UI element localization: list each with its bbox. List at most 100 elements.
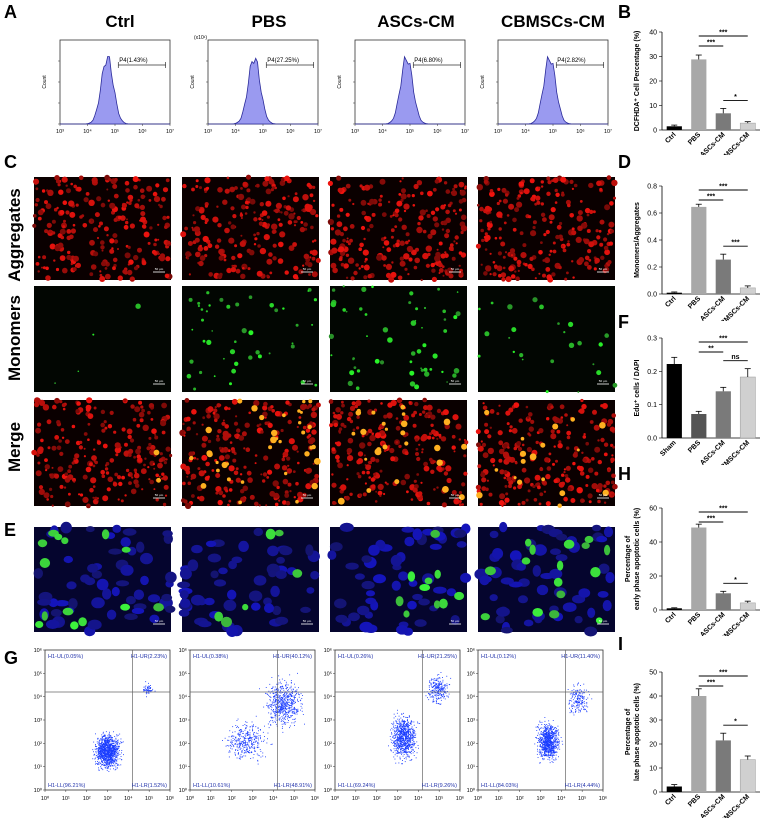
dapi-nucleus <box>37 598 51 606</box>
event-dot <box>280 686 282 687</box>
cell-spot <box>127 263 131 266</box>
event-dot <box>253 724 254 726</box>
cell-spot <box>212 216 219 223</box>
event-dot <box>241 750 242 752</box>
event-dot <box>105 757 107 759</box>
monomer-spot <box>512 350 515 354</box>
event-dot <box>101 742 103 744</box>
event-dot <box>289 699 291 701</box>
dapi-nucleus <box>536 584 549 596</box>
event-dot <box>117 748 119 750</box>
dapi-nucleus <box>149 614 160 623</box>
cell-spot <box>610 480 615 485</box>
event-dot <box>411 749 413 751</box>
panel-letter-f: F <box>618 312 629 332</box>
event-dot <box>404 733 406 735</box>
scale-bar-label: 50 μm <box>303 267 312 271</box>
cell-spot <box>567 203 571 208</box>
dapi-nucleus <box>87 619 102 630</box>
event-dot <box>148 685 150 687</box>
cell-spot <box>204 218 209 223</box>
cell-spot <box>337 462 343 469</box>
cell-spot <box>522 243 527 248</box>
cell-spot <box>182 183 187 189</box>
event-dot <box>116 748 118 749</box>
event-dot <box>410 724 412 725</box>
event-dot <box>390 749 392 751</box>
monomer-spot <box>255 350 260 355</box>
monomer-spot <box>371 285 374 289</box>
cell-spot <box>540 202 544 206</box>
cell-spot <box>416 473 420 476</box>
event-dot <box>104 750 106 751</box>
event-dot <box>114 753 115 754</box>
cell-spot <box>411 249 417 256</box>
monomer-spot <box>442 309 447 314</box>
event-dot <box>407 751 408 753</box>
cell-spot <box>221 255 225 259</box>
event-dot <box>98 750 100 752</box>
cell-spot <box>198 470 205 477</box>
event-dot <box>109 735 111 737</box>
cell-spot <box>426 214 431 218</box>
event-dot <box>288 715 289 717</box>
cell-spot <box>416 180 423 186</box>
cell-spot <box>456 494 459 497</box>
cell-spot <box>528 426 534 432</box>
event-dot <box>118 747 120 749</box>
event-dot <box>246 749 248 751</box>
cell-spot <box>126 218 128 221</box>
cell-spot <box>83 447 86 450</box>
event-dot <box>291 703 293 705</box>
event-dot <box>268 690 270 692</box>
cell-spot <box>573 183 578 188</box>
merge-spot <box>226 477 231 482</box>
cell-spot <box>487 447 494 455</box>
cell-spot <box>216 238 222 243</box>
cell-spot <box>282 455 285 458</box>
cell-spot <box>61 176 68 183</box>
event-dot <box>287 695 288 697</box>
cell-spot <box>104 273 111 280</box>
cell-spot <box>141 488 144 491</box>
cell-spot <box>406 490 409 494</box>
cell-spot <box>126 201 129 204</box>
event-dot <box>98 747 99 748</box>
event-dot <box>271 710 273 712</box>
cell-spot <box>296 215 301 221</box>
event-dot <box>244 729 246 731</box>
cell-spot <box>246 470 252 476</box>
event-dot <box>297 698 298 700</box>
cell-spot <box>503 443 508 449</box>
cell-spot <box>398 217 403 222</box>
cell-spot <box>248 411 251 415</box>
dapi-nucleus <box>495 615 505 624</box>
dapi-nucleus <box>161 593 173 602</box>
cell-spot <box>431 268 436 273</box>
cell-spot <box>367 461 371 464</box>
event-dot <box>109 748 111 750</box>
event-dot <box>150 690 152 691</box>
event-dot <box>408 730 409 732</box>
monomer-spot <box>234 340 237 344</box>
event-dot <box>108 759 110 761</box>
event-dot <box>414 735 416 736</box>
cell-spot <box>580 398 584 403</box>
cell-spot <box>288 438 295 445</box>
cell-spot <box>444 251 447 254</box>
cell-spot <box>232 458 237 463</box>
merge-spot <box>313 458 321 465</box>
cell-spot <box>383 240 390 246</box>
cell-spot <box>386 482 389 486</box>
cell-spot <box>396 200 403 207</box>
dapi-nucleus <box>213 579 227 587</box>
histogram-peak <box>60 55 170 125</box>
event-dot <box>98 756 100 758</box>
event-dot <box>105 749 106 751</box>
dapi-nucleus <box>270 585 280 598</box>
event-dot <box>283 723 285 725</box>
cell-spot <box>599 187 603 192</box>
cell-spot <box>476 442 481 448</box>
cell-spot <box>63 486 67 489</box>
cell-spot <box>288 245 295 252</box>
